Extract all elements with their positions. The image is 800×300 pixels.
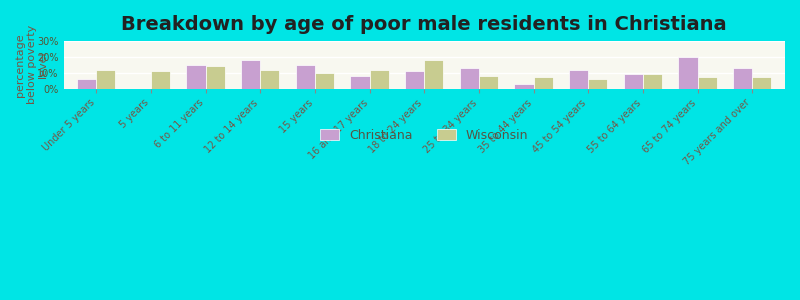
Bar	[678, 57, 698, 88]
Bar	[241, 60, 260, 88]
Bar	[296, 65, 315, 88]
Bar	[315, 73, 334, 88]
Bar	[424, 60, 443, 88]
Bar	[479, 76, 498, 88]
Bar	[698, 77, 717, 88]
Bar	[350, 76, 370, 88]
Bar	[370, 70, 389, 88]
Bar	[186, 65, 206, 88]
Bar	[260, 70, 279, 88]
Legend: Christiana, Wisconsin: Christiana, Wisconsin	[315, 124, 534, 147]
Bar	[206, 66, 225, 88]
Y-axis label: percentage
below poverty
level: percentage below poverty level	[15, 25, 48, 104]
Title: Breakdown by age of poor male residents in Christiana: Breakdown by age of poor male residents …	[122, 15, 727, 34]
Bar	[77, 79, 96, 88]
Bar	[643, 74, 662, 88]
Bar	[588, 79, 607, 88]
Bar	[752, 77, 771, 88]
Bar	[534, 77, 553, 88]
Bar	[569, 70, 588, 88]
Bar	[624, 74, 643, 88]
Bar	[405, 71, 424, 88]
Bar	[460, 68, 479, 88]
Bar	[733, 68, 752, 88]
Bar	[514, 84, 534, 88]
Bar	[96, 70, 115, 88]
Bar	[151, 71, 170, 88]
